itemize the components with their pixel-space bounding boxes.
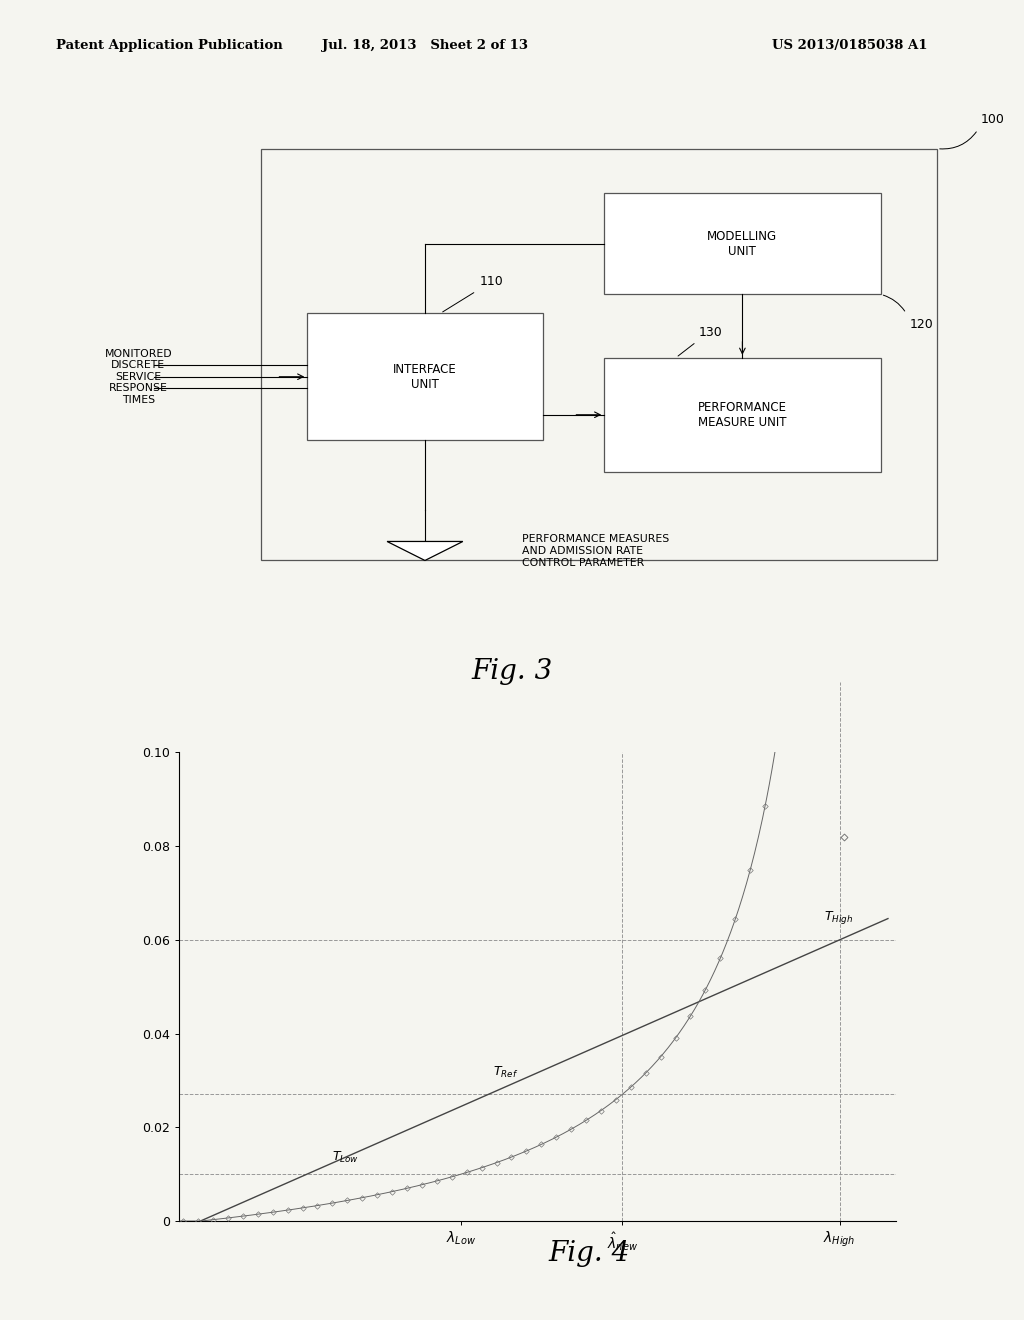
Text: INTERFACE
UNIT: INTERFACE UNIT bbox=[393, 363, 457, 391]
Text: PERFORMANCE
MEASURE UNIT: PERFORMANCE MEASURE UNIT bbox=[698, 401, 786, 429]
Text: 130: 130 bbox=[698, 326, 722, 339]
Text: $T_{High}$: $T_{High}$ bbox=[823, 908, 853, 925]
Text: MONITORED
DISCRETE
SERVICE
RESPONSE
TIMES: MONITORED DISCRETE SERVICE RESPONSE TIME… bbox=[104, 348, 172, 405]
Text: Fig. 4: Fig. 4 bbox=[548, 1241, 630, 1267]
Text: $T_{Ref}$: $T_{Ref}$ bbox=[494, 1065, 518, 1080]
Text: PERFORMANCE MEASURES
AND ADMISSION RATE
CONTROL PARAMETER: PERFORMANCE MEASURES AND ADMISSION RATE … bbox=[522, 535, 670, 568]
FancyBboxPatch shape bbox=[604, 358, 881, 471]
Text: Patent Application Publication: Patent Application Publication bbox=[56, 38, 283, 51]
Text: 120: 120 bbox=[909, 318, 933, 331]
FancyBboxPatch shape bbox=[307, 313, 543, 440]
FancyBboxPatch shape bbox=[604, 193, 881, 294]
Text: US 2013/0185038 A1: US 2013/0185038 A1 bbox=[772, 38, 928, 51]
Text: $T_{Low}$: $T_{Low}$ bbox=[332, 1150, 359, 1164]
Text: Fig. 3: Fig. 3 bbox=[471, 657, 553, 685]
Text: 110: 110 bbox=[479, 275, 503, 288]
Text: Jul. 18, 2013   Sheet 2 of 13: Jul. 18, 2013 Sheet 2 of 13 bbox=[322, 38, 528, 51]
Text: MODELLING
UNIT: MODELLING UNIT bbox=[708, 230, 777, 257]
Text: 100: 100 bbox=[981, 114, 1005, 127]
Polygon shape bbox=[387, 541, 463, 561]
